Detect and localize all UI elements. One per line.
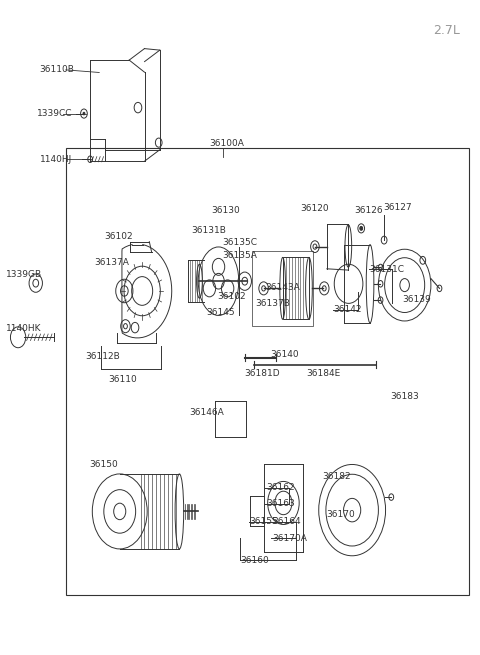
Text: 36135C: 36135C (222, 238, 257, 247)
Text: 1140HK: 1140HK (6, 324, 42, 333)
Text: 1339CC: 1339CC (37, 109, 72, 118)
Text: 36164: 36164 (272, 517, 300, 527)
Text: 36143A: 36143A (265, 283, 300, 292)
Text: 36137B: 36137B (255, 299, 290, 308)
Text: 36184E: 36184E (306, 369, 340, 378)
Text: 36150: 36150 (90, 460, 119, 469)
Text: 36100A: 36100A (209, 139, 244, 148)
Text: 36137A: 36137A (95, 258, 129, 267)
Text: 36170: 36170 (326, 510, 355, 519)
Circle shape (360, 227, 363, 231)
Text: 36155: 36155 (250, 517, 278, 527)
Text: 36160: 36160 (240, 556, 269, 565)
Text: 36162: 36162 (266, 483, 295, 493)
Text: 36112B: 36112B (85, 352, 120, 361)
Text: 36110B: 36110B (39, 66, 74, 75)
Text: 36170A: 36170A (272, 534, 307, 543)
Circle shape (83, 112, 85, 115)
Text: 36131B: 36131B (191, 227, 226, 235)
Text: 36146A: 36146A (189, 408, 224, 417)
Text: 36183: 36183 (390, 392, 419, 401)
Text: 36135A: 36135A (222, 252, 257, 260)
Text: 36102: 36102 (217, 291, 246, 301)
Text: 36131C: 36131C (369, 265, 404, 274)
Bar (252, 251, 313, 326)
Text: 36163: 36163 (266, 499, 295, 508)
Text: 1140HJ: 1140HJ (39, 155, 72, 164)
Text: 36145: 36145 (206, 308, 235, 317)
Text: 36110: 36110 (109, 375, 137, 384)
Bar (66, 148, 469, 595)
Text: 36139: 36139 (402, 295, 431, 304)
Text: 36130: 36130 (211, 206, 240, 215)
Text: 36140: 36140 (270, 350, 299, 359)
Text: 36126: 36126 (355, 206, 383, 215)
Text: 36127: 36127 (383, 203, 412, 212)
Text: 1339GB: 1339GB (6, 270, 42, 279)
Text: 2.7L: 2.7L (432, 24, 459, 37)
Text: 36182: 36182 (323, 472, 351, 481)
Text: 36142: 36142 (333, 305, 361, 314)
Text: 36120: 36120 (300, 204, 329, 213)
Text: 36181D: 36181D (245, 369, 280, 378)
Text: 36102: 36102 (104, 232, 132, 240)
Bar (283, 257, 309, 320)
